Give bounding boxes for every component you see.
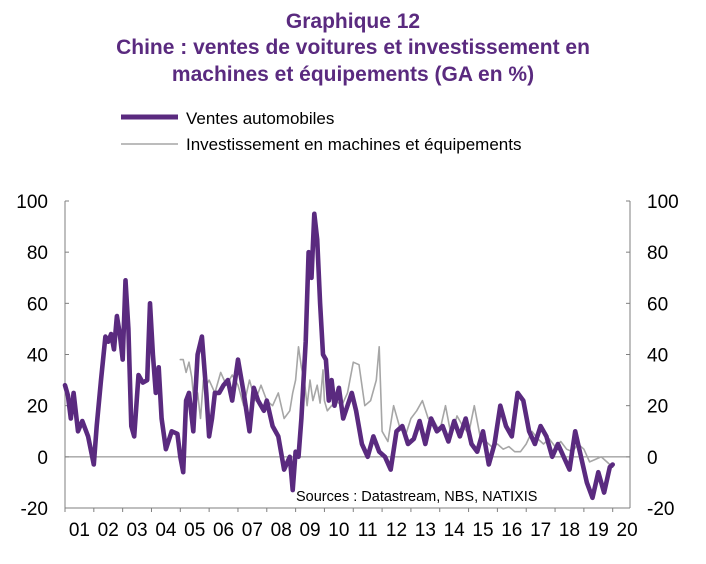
chart-subtitle-line1: Chine : ventes de voitures et investisse… xyxy=(116,36,590,59)
series-group xyxy=(62,211,616,501)
x-tick-label: 17 xyxy=(530,520,551,541)
x-tick-label: 11 xyxy=(358,520,378,541)
y-tick-label-right: 40 xyxy=(647,346,668,367)
legend: Ventes automobiles Investissement en mac… xyxy=(121,109,521,154)
x-tick-label: 18 xyxy=(559,520,580,541)
y-tick-label-right: 80 xyxy=(647,243,668,264)
y-tick-label-left: 60 xyxy=(27,294,48,315)
x-tick-label: 14 xyxy=(444,520,466,541)
y-tick-label-left: 100 xyxy=(16,192,48,213)
chart-subtitle-line2: machines et équipements (GA en %) xyxy=(171,63,535,86)
chart-title: Graphique 12 xyxy=(285,10,421,33)
axes xyxy=(64,200,631,512)
series-ventes-automobiles xyxy=(62,211,616,501)
y-tick-label-right: 0 xyxy=(647,448,658,469)
x-tick-label: 07 xyxy=(242,520,263,541)
source-note: Sources : Datastream, NBS, NATIXIS xyxy=(296,489,537,505)
x-tick-label: 19 xyxy=(588,520,609,541)
legend-label-investissement: Investissement en machines et équipement… xyxy=(186,135,521,154)
x-tick-label: 03 xyxy=(126,520,147,541)
y-tick-label-right: 20 xyxy=(647,397,668,418)
y-tick-label-right: 60 xyxy=(647,294,668,315)
legend-label-ventes: Ventes automobiles xyxy=(186,109,334,128)
x-tick-label: 09 xyxy=(299,520,320,541)
y-tick-label-left: 0 xyxy=(37,448,48,469)
x-tick-label: 15 xyxy=(472,520,493,541)
x-tick-label: 12 xyxy=(386,520,407,541)
y-tick-label-right: -20 xyxy=(647,499,674,520)
y-tick-label-right: 100 xyxy=(647,192,679,213)
x-tick-label: 05 xyxy=(184,520,205,541)
y-tick-label-left: 80 xyxy=(27,243,48,264)
x-tick-label: 20 xyxy=(617,520,638,541)
y-tick-label-left: -20 xyxy=(21,499,48,520)
x-tick-label: 08 xyxy=(271,520,292,541)
y-tick-label-left: 40 xyxy=(27,346,48,367)
tick-labels: -20 -20 0 0 20 20 40 40 60 60 80 80 100 100 01 02 03 04 05… xyxy=(16,192,678,541)
y-tick-label-left: 20 xyxy=(27,397,48,418)
x-tick-label: 13 xyxy=(415,520,436,541)
x-tick-label: 16 xyxy=(501,520,522,541)
x-tick-label: 06 xyxy=(213,520,234,541)
x-tick-label: 10 xyxy=(328,520,349,541)
x-tick-label: 02 xyxy=(98,520,119,541)
x-tick-label: 01 xyxy=(69,520,90,541)
x-tick-label: 04 xyxy=(155,520,177,541)
